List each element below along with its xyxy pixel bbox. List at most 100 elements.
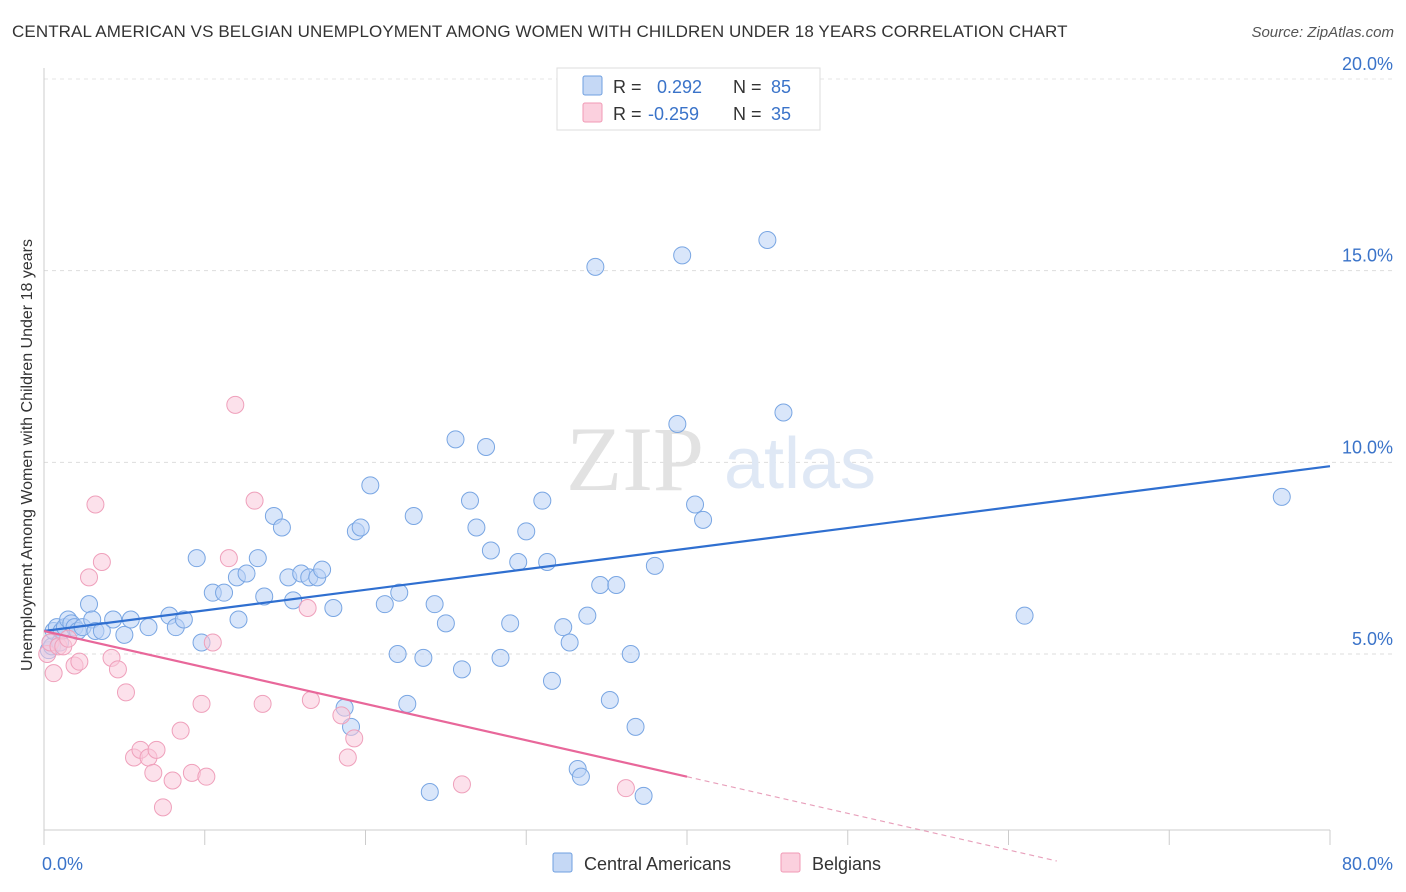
point-central-americans bbox=[446, 430, 465, 449]
y-tick-label: 15.0% bbox=[1342, 246, 1393, 266]
bottom-legend-central-americans: Central Americans bbox=[584, 854, 731, 874]
legend-n-label: N = bbox=[733, 104, 762, 124]
legend-n-value: 35 bbox=[771, 104, 791, 124]
axis-layer bbox=[43, 68, 1331, 845]
watermark-atlas: atlas bbox=[724, 424, 876, 504]
point-central-americans bbox=[436, 614, 455, 633]
y-tick-label: 20.0% bbox=[1342, 54, 1393, 74]
point-central-americans bbox=[774, 403, 793, 422]
point-belgians bbox=[338, 748, 357, 767]
legend-r-value: -0.259 bbox=[648, 104, 699, 124]
trendline-belgians-extension bbox=[686, 776, 1057, 862]
bottom-legend-swatch-central-americans bbox=[552, 852, 573, 873]
point-central-americans bbox=[452, 660, 471, 679]
point-belgians bbox=[70, 652, 89, 671]
point-central-americans bbox=[600, 691, 619, 709]
trend-layer bbox=[43, 465, 1331, 862]
point-central-americans bbox=[607, 576, 626, 594]
point-belgians bbox=[86, 495, 105, 514]
chart-source: Source: ZipAtlas.com bbox=[1251, 24, 1394, 41]
point-central-americans bbox=[174, 610, 193, 629]
trendline-belgians bbox=[43, 629, 688, 778]
legend-r-label: R = bbox=[613, 77, 642, 97]
point-central-americans bbox=[1015, 606, 1034, 625]
point-belgians bbox=[253, 694, 272, 713]
point-belgians bbox=[245, 491, 264, 510]
point-belgians bbox=[345, 729, 364, 748]
point-central-americans bbox=[115, 625, 134, 644]
legend-swatch-belgians bbox=[582, 102, 603, 123]
point-belgians bbox=[80, 568, 99, 587]
point-central-americans bbox=[481, 541, 500, 560]
point-central-americans bbox=[533, 491, 552, 510]
legend-n-value: 85 bbox=[771, 77, 791, 97]
point-central-americans bbox=[673, 246, 692, 265]
point-central-americans bbox=[668, 415, 687, 433]
point-central-americans bbox=[351, 518, 370, 537]
legend-n-label: N = bbox=[733, 77, 762, 97]
point-belgians bbox=[163, 771, 182, 790]
point-belgians bbox=[44, 664, 63, 683]
point-belgians bbox=[153, 798, 172, 817]
points-layer bbox=[38, 231, 1291, 817]
point-central-americans bbox=[255, 587, 274, 606]
y-tick-label: 10.0% bbox=[1342, 437, 1393, 457]
bottom-legend: Central Americans Belgians bbox=[552, 852, 881, 874]
point-central-americans bbox=[390, 583, 409, 602]
point-central-americans bbox=[634, 786, 653, 805]
point-central-americans bbox=[686, 495, 705, 514]
point-belgians bbox=[171, 721, 190, 740]
point-central-americans bbox=[586, 257, 605, 276]
point-belgians bbox=[226, 395, 245, 414]
point-central-americans bbox=[491, 648, 510, 667]
point-central-americans bbox=[187, 549, 206, 568]
point-central-americans bbox=[501, 614, 520, 633]
tick-labels: 5.0% 10.0% 15.0% 20.0% 0.0% 80.0% bbox=[42, 54, 1393, 874]
watermark: ZIP atlas bbox=[566, 408, 876, 510]
point-central-americans bbox=[324, 599, 343, 617]
point-belgians bbox=[92, 553, 111, 571]
point-belgians bbox=[219, 549, 238, 568]
point-central-americans bbox=[375, 595, 394, 614]
point-central-americans bbox=[645, 556, 664, 575]
point-belgians bbox=[192, 694, 211, 713]
y-tick-label: 5.0% bbox=[1352, 629, 1393, 649]
legend-r-value: 0.292 bbox=[657, 77, 702, 97]
point-central-americans bbox=[517, 522, 536, 541]
point-central-americans bbox=[248, 549, 267, 568]
point-central-americans bbox=[313, 560, 332, 579]
point-central-americans bbox=[591, 576, 610, 594]
point-belgians bbox=[203, 633, 222, 652]
point-central-americans bbox=[467, 518, 486, 537]
legend-r-label: R = bbox=[613, 104, 642, 124]
point-central-americans bbox=[229, 610, 248, 629]
point-central-americans bbox=[1272, 487, 1291, 506]
point-central-americans bbox=[578, 606, 597, 625]
point-belgians bbox=[197, 767, 216, 786]
trendline-central-americans bbox=[43, 465, 1331, 633]
point-belgians bbox=[147, 740, 166, 759]
point-belgians bbox=[298, 599, 317, 617]
point-central-americans bbox=[621, 645, 640, 663]
point-central-americans bbox=[398, 694, 417, 713]
point-central-americans bbox=[694, 510, 713, 529]
point-central-americans bbox=[414, 648, 433, 667]
point-central-americans bbox=[571, 767, 590, 786]
point-central-americans bbox=[80, 595, 99, 614]
chart-title: CENTRAL AMERICAN VS BELGIAN UNEMPLOYMENT… bbox=[12, 22, 1068, 41]
point-central-americans bbox=[477, 438, 496, 456]
point-central-americans bbox=[626, 717, 645, 736]
point-central-americans bbox=[554, 618, 573, 637]
point-central-americans bbox=[272, 518, 291, 537]
point-central-americans bbox=[542, 671, 561, 690]
legend-swatch-central-americans bbox=[582, 75, 603, 96]
bottom-legend-swatch-belgians bbox=[780, 852, 801, 873]
point-central-americans bbox=[139, 618, 158, 637]
point-central-americans bbox=[361, 476, 380, 495]
point-central-americans bbox=[425, 595, 444, 614]
point-central-americans bbox=[237, 564, 256, 583]
point-central-americans bbox=[104, 610, 123, 629]
point-belgians bbox=[616, 779, 635, 798]
point-central-americans bbox=[388, 645, 407, 663]
